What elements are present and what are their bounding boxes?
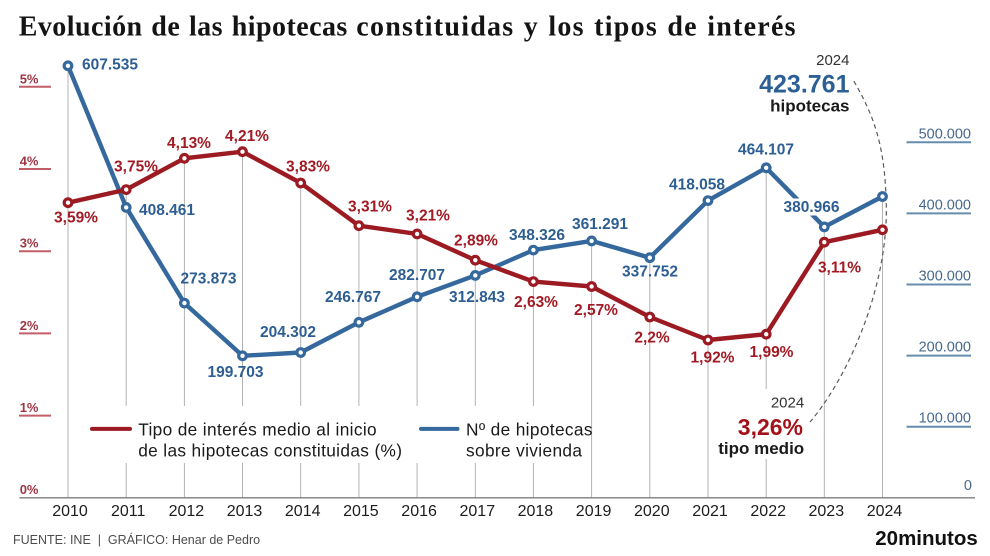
svg-text:282.707: 282.707	[389, 267, 445, 284]
svg-text:3,11%: 3,11%	[818, 260, 861, 277]
svg-text:2,57%: 2,57%	[574, 302, 618, 319]
svg-text:337.752: 337.752	[622, 264, 678, 281]
svg-text:tipo medio: tipo medio	[718, 439, 804, 458]
svg-text:2012: 2012	[169, 503, 205, 520]
svg-text:0%: 0%	[20, 482, 39, 497]
svg-text:2%: 2%	[20, 318, 39, 333]
svg-text:348.326: 348.326	[509, 227, 565, 244]
svg-text:2015: 2015	[343, 503, 379, 520]
svg-text:Evolución de las hipotecas: Evolución de las hipotecas	[19, 12, 348, 43]
svg-text:Nº de hipotecas: Nº de hipotecas	[466, 419, 593, 439]
svg-text:hipotecas: hipotecas	[770, 97, 849, 116]
svg-text:199.703: 199.703	[207, 364, 263, 381]
svg-text:2020: 2020	[634, 503, 670, 520]
svg-text:2013: 2013	[227, 503, 263, 520]
svg-text:2024: 2024	[771, 394, 804, 411]
svg-text:312.843: 312.843	[449, 289, 505, 306]
svg-text:3,21%: 3,21%	[406, 208, 450, 225]
svg-text:246.767: 246.767	[325, 289, 381, 306]
svg-text:204.302: 204.302	[260, 324, 316, 341]
svg-text:0: 0	[964, 478, 972, 494]
svg-text:2024: 2024	[816, 52, 849, 69]
svg-text:2011: 2011	[111, 503, 146, 520]
svg-text:2021: 2021	[692, 503, 728, 520]
svg-text:464.107: 464.107	[738, 142, 794, 159]
svg-text:607.535: 607.535	[82, 57, 138, 74]
svg-text:2018: 2018	[518, 503, 554, 520]
svg-text:500.000: 500.000	[919, 126, 971, 142]
svg-text:3,75%: 3,75%	[114, 159, 158, 176]
svg-text:2022: 2022	[750, 503, 786, 520]
svg-text:3,83%: 3,83%	[286, 159, 330, 176]
svg-text:361.291: 361.291	[572, 216, 628, 233]
svg-text:418.058: 418.058	[669, 177, 725, 194]
svg-text:4%: 4%	[20, 154, 39, 169]
svg-text:100.000: 100.000	[919, 411, 971, 427]
svg-text:380.966: 380.966	[783, 199, 839, 216]
svg-text:1,99%: 1,99%	[750, 344, 794, 361]
svg-text:2016: 2016	[401, 503, 437, 520]
svg-text:5%: 5%	[20, 71, 39, 86]
svg-text:3,26%: 3,26%	[738, 414, 803, 440]
svg-text:3%: 3%	[20, 236, 39, 251]
svg-text:2017: 2017	[460, 503, 496, 520]
svg-text:3,31%: 3,31%	[348, 199, 392, 216]
svg-text:1%: 1%	[20, 400, 39, 415]
svg-text:FUENTE: INE | GRÁFICO: Henar: FUENTE: INE | GRÁFICO: Henar de Pedro	[13, 532, 260, 547]
svg-text:4,13%: 4,13%	[167, 135, 211, 152]
svg-text:4,21%: 4,21%	[225, 128, 269, 145]
svg-text:273.873: 273.873	[180, 271, 236, 288]
svg-text:408.461: 408.461	[139, 202, 195, 219]
svg-text:200.000: 200.000	[919, 340, 971, 356]
svg-text:20minutos: 20minutos	[875, 527, 978, 550]
svg-text:sobre vivienda: sobre vivienda	[466, 441, 582, 461]
svg-text:2010: 2010	[52, 503, 88, 520]
svg-text:constituidas y los tipos de in: constituidas y los tipos de interés	[356, 12, 797, 43]
svg-text:2,89%: 2,89%	[454, 233, 498, 250]
svg-text:2014: 2014	[285, 503, 321, 520]
svg-text:2,63%: 2,63%	[514, 294, 558, 311]
svg-text:2019: 2019	[576, 503, 612, 520]
svg-text:2023: 2023	[809, 503, 845, 520]
svg-text:400.000: 400.000	[919, 197, 971, 213]
svg-text:423.761: 423.761	[759, 71, 849, 99]
svg-text:de las hipotecas constituidas: de las hipotecas constituidas (%)	[138, 441, 402, 461]
svg-text:2,2%: 2,2%	[634, 330, 670, 347]
svg-text:1,92%: 1,92%	[691, 350, 735, 367]
svg-text:Tipo de interés medio al inici: Tipo de interés medio al inicio	[138, 419, 377, 439]
svg-text:2024: 2024	[867, 503, 903, 520]
svg-text:3,59%: 3,59%	[54, 210, 98, 227]
svg-text:300.000: 300.000	[919, 269, 971, 285]
